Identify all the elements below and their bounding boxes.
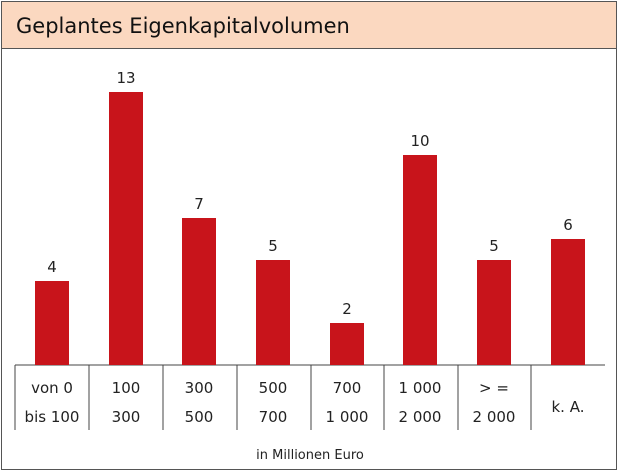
bar-value-label: 2 <box>342 300 352 318</box>
category-label-line2: 2 000 <box>399 408 442 426</box>
bar <box>551 239 585 365</box>
category-label-line2: 300 <box>112 408 141 426</box>
bar-value-label: 4 <box>47 258 57 276</box>
bar-value-label: 5 <box>489 237 499 255</box>
category-label-line1: 500 <box>259 379 288 397</box>
category-label-line1: 700 <box>333 379 362 397</box>
bar-value-label: 6 <box>563 216 573 234</box>
category-label-line1: 100 <box>112 379 141 397</box>
bar-value-label: 7 <box>194 195 204 213</box>
bar-value-label: 10 <box>410 132 429 150</box>
category-label-line2: 700 <box>259 408 288 426</box>
category-label-line1: > = <box>479 379 509 397</box>
bar-value-label: 5 <box>268 237 278 255</box>
category-label-line1: von 0 <box>31 379 73 397</box>
category-label-line2: 2 000 <box>473 408 516 426</box>
bar <box>403 155 437 365</box>
category-label-line2: 500 <box>185 408 214 426</box>
bar <box>330 323 364 365</box>
category-label-line2: 1 000 <box>326 408 369 426</box>
category-label-line1: 1 000 <box>399 379 442 397</box>
x-axis-title: in Millionen Euro <box>256 448 364 463</box>
bar <box>109 92 143 365</box>
bar <box>35 281 69 365</box>
bar-value-label: 13 <box>116 69 135 87</box>
bar <box>256 260 290 365</box>
category-label-line1: 300 <box>185 379 214 397</box>
bar <box>477 260 511 365</box>
category-label: k. A. <box>552 398 585 416</box>
chart-title: Geplantes Eigenkapitalvolumen <box>16 14 350 38</box>
bar <box>182 218 216 365</box>
title-bar: Geplantes Eigenkapitalvolumen <box>2 2 616 49</box>
category-label-line2: bis 100 <box>25 408 80 426</box>
